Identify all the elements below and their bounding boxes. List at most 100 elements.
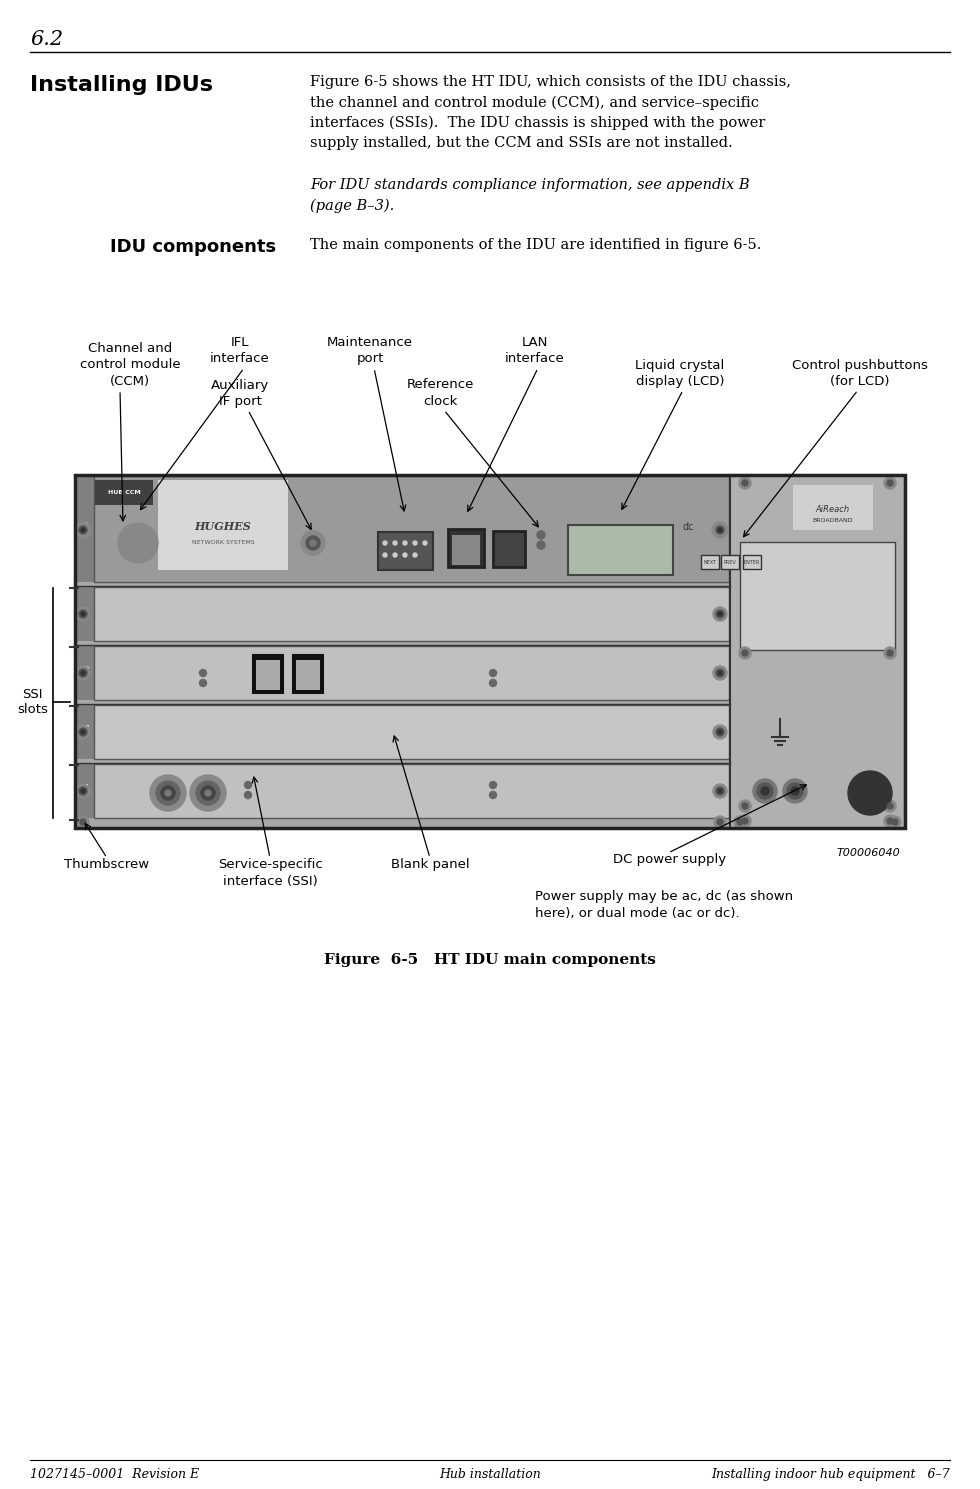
Text: 6.2: 6.2 (30, 30, 63, 49)
Circle shape (884, 476, 896, 488)
Text: Figure 6-5 shows the HT IDU, which consists of the IDU chassis,
the channel and : Figure 6-5 shows the HT IDU, which consi… (310, 74, 791, 150)
Circle shape (737, 819, 743, 825)
Circle shape (892, 819, 898, 825)
Bar (76, 764, 94, 817)
Bar (452, 535, 480, 564)
Circle shape (761, 788, 769, 795)
Text: dc: dc (682, 523, 694, 532)
Text: Control pushbuttons
(for LCD): Control pushbuttons (for LCD) (792, 359, 928, 389)
Bar (253, 655, 283, 692)
Text: Power supply may be ac, dc (as shown
here), or dual mode (ac or dc).: Power supply may be ac, dc (as shown her… (535, 890, 793, 920)
Circle shape (79, 788, 87, 795)
Circle shape (739, 800, 751, 812)
Text: ENTER: ENTER (744, 560, 760, 564)
Text: 1: 1 (80, 521, 90, 535)
Circle shape (190, 774, 226, 812)
Circle shape (81, 612, 85, 616)
Text: Auxiliary
IF port: Auxiliary IF port (211, 378, 270, 408)
Circle shape (718, 730, 722, 734)
Circle shape (81, 529, 85, 532)
Text: Hub installation: Hub installation (439, 1468, 541, 1482)
Circle shape (76, 608, 90, 621)
Circle shape (75, 523, 91, 538)
Circle shape (413, 552, 417, 557)
Bar (730, 475, 905, 828)
Circle shape (81, 730, 85, 734)
Circle shape (489, 679, 497, 686)
Circle shape (205, 791, 211, 797)
Bar (76, 587, 94, 640)
Circle shape (79, 610, 87, 618)
Circle shape (161, 786, 175, 800)
Circle shape (742, 817, 748, 823)
Circle shape (712, 523, 728, 538)
Circle shape (742, 479, 748, 485)
Circle shape (489, 792, 497, 798)
Circle shape (739, 814, 751, 826)
Circle shape (130, 535, 146, 551)
Circle shape (403, 541, 407, 545)
Circle shape (537, 532, 545, 539)
Circle shape (742, 651, 748, 657)
Circle shape (718, 612, 722, 616)
Bar (378, 532, 433, 570)
Circle shape (734, 816, 746, 828)
Circle shape (81, 672, 85, 675)
Text: Channel and
control module
(CCM): Channel and control module (CCM) (80, 342, 180, 389)
Bar (740, 542, 895, 651)
Circle shape (717, 819, 723, 825)
Bar (75, 475, 905, 828)
Circle shape (413, 541, 417, 545)
Text: Blank panel: Blank panel (391, 858, 469, 871)
Text: IFL
interface: IFL interface (210, 335, 270, 365)
Circle shape (79, 669, 87, 677)
Bar (76, 704, 94, 759)
Text: HUGHES: HUGHES (195, 521, 252, 533)
Text: SSI
slots: SSI slots (17, 688, 48, 716)
Bar (701, 555, 719, 569)
Circle shape (200, 679, 207, 686)
Text: DC power supply: DC power supply (613, 853, 726, 867)
Text: BROADBAND: BROADBAND (812, 518, 854, 524)
Circle shape (848, 771, 892, 814)
Circle shape (716, 788, 724, 795)
Circle shape (77, 816, 89, 828)
Circle shape (76, 666, 90, 680)
Bar (296, 660, 320, 689)
Circle shape (393, 552, 397, 557)
Circle shape (306, 536, 320, 549)
Circle shape (134, 539, 142, 546)
Circle shape (739, 476, 751, 488)
Circle shape (713, 666, 727, 680)
Bar (743, 555, 761, 569)
Circle shape (884, 648, 896, 660)
Circle shape (150, 774, 186, 812)
Bar (793, 485, 873, 530)
Bar (94, 646, 729, 700)
Circle shape (196, 782, 220, 806)
Circle shape (787, 783, 803, 800)
Circle shape (489, 670, 497, 676)
Text: Reference
clock: Reference clock (407, 378, 473, 408)
Circle shape (887, 803, 893, 809)
Circle shape (244, 792, 252, 798)
Circle shape (739, 648, 751, 660)
Text: NEXT: NEXT (704, 560, 716, 564)
Circle shape (742, 803, 748, 809)
Circle shape (244, 782, 252, 789)
Circle shape (200, 670, 207, 676)
Circle shape (383, 552, 387, 557)
Bar (256, 660, 280, 689)
Text: Thumbscrew: Thumbscrew (65, 858, 150, 871)
Circle shape (80, 819, 86, 825)
Circle shape (718, 789, 722, 794)
Circle shape (118, 523, 158, 563)
Circle shape (81, 789, 85, 794)
Bar (75, 475, 905, 828)
Circle shape (887, 479, 893, 485)
Circle shape (201, 786, 215, 800)
Bar (94, 764, 729, 817)
Text: Service-specific
interface (SSI): Service-specific interface (SSI) (218, 858, 322, 887)
Text: 1027145–0001  Revision E: 1027145–0001 Revision E (30, 1468, 199, 1482)
Text: T00006040: T00006040 (836, 849, 900, 858)
